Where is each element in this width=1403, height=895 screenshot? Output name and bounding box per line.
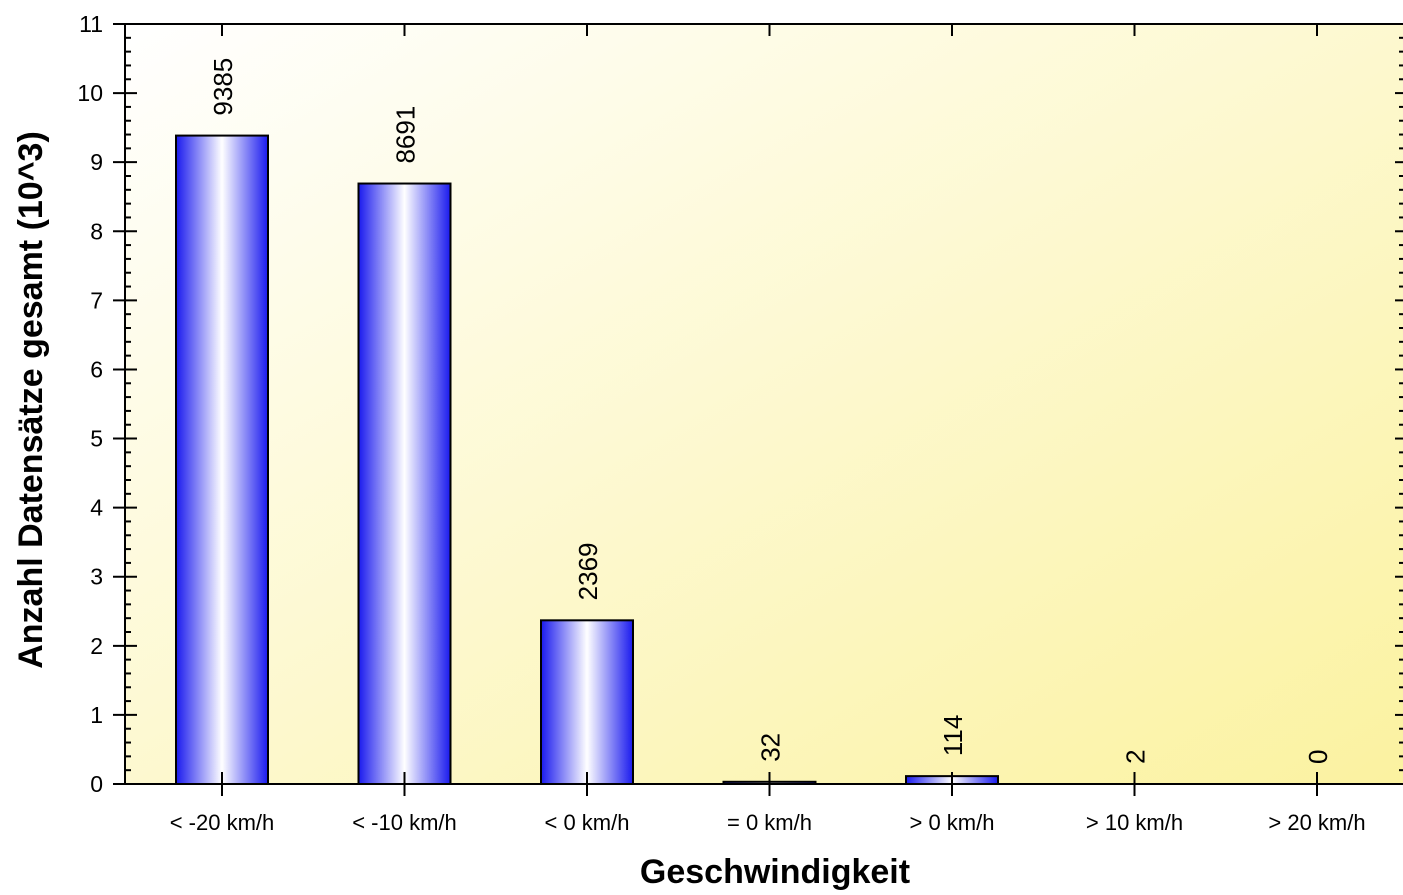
bar-value-label-7: 0 — [1303, 750, 1333, 764]
bar-3 — [540, 619, 634, 785]
bar-value-label-1: 9385 — [208, 58, 238, 116]
x-tick-label: > 0 km/h — [910, 810, 995, 835]
x-tick-label: = 0 km/h — [727, 810, 812, 835]
x-tick-label: > 10 km/h — [1086, 810, 1183, 835]
x-tick-label: < -20 km/h — [170, 810, 275, 835]
y-tick-label: 7 — [90, 287, 103, 313]
bar-2 — [357, 182, 452, 786]
plot-background — [125, 24, 1403, 784]
bar-1 — [175, 134, 269, 785]
y-tick-label: 11 — [79, 11, 103, 37]
y-tick-label: 3 — [90, 564, 103, 590]
y-tick-label: 4 — [90, 495, 103, 521]
y-axis-title: Anzahl Datensätze gesamt (10^3) — [12, 131, 50, 669]
bar-value-label-4: 32 — [756, 733, 786, 762]
y-tick-label: 1 — [90, 702, 103, 728]
y-tick-label: 9 — [90, 149, 103, 175]
bar-value-label-6: 2 — [1121, 749, 1151, 763]
y-tick-label: 5 — [90, 426, 103, 452]
y-tick-label: 8 — [90, 218, 103, 244]
x-tick-label: < -10 km/h — [352, 810, 457, 835]
x-tick-label: > 20 km/h — [1268, 810, 1365, 835]
bar-value-label-5: 114 — [938, 715, 968, 756]
y-tick-label: 2 — [90, 633, 103, 659]
bar-value-label-3: 2369 — [573, 542, 603, 600]
y-tick-label: 6 — [90, 356, 103, 382]
x-tick-label: < 0 km/h — [545, 810, 630, 835]
y-tick-label: 10 — [77, 80, 103, 106]
y-tick-label: 0 — [90, 771, 103, 797]
bar-value-label-2: 8691 — [391, 106, 421, 164]
x-axis-title: Geschwindigkeit — [640, 853, 910, 890]
